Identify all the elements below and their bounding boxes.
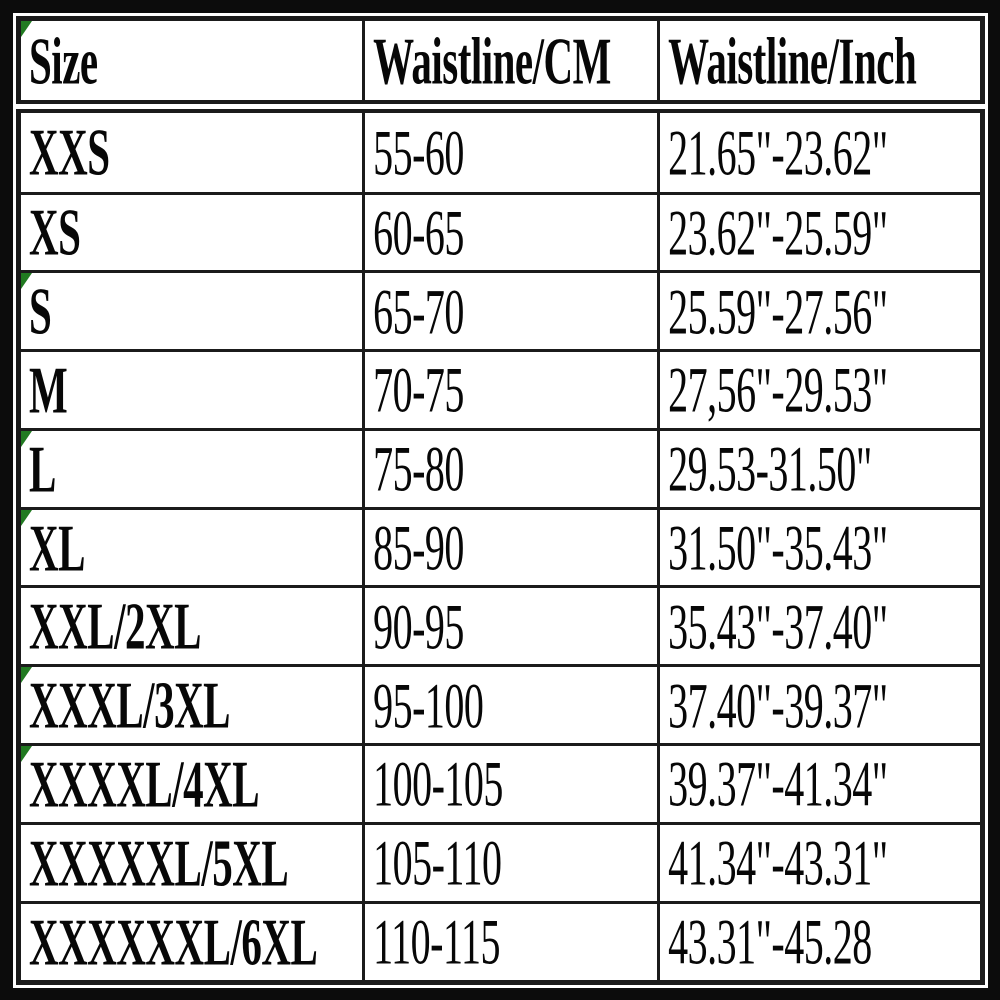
inch-cell-text: 29.53-31.50" — [668, 432, 872, 506]
inch-cell-text: 41.34"-43.31" — [668, 826, 888, 900]
inch-cell-text: 35.43"-37.40" — [668, 589, 888, 663]
cm-cell: 85-90 — [362, 506, 661, 589]
size-cell: S — [16, 270, 366, 353]
inch-cell: 23.62"-25.59" — [657, 191, 984, 274]
size-cell-text: XL — [29, 510, 85, 585]
header-waistline-inch: Waistline/Inch — [657, 17, 984, 113]
inch-cell: 37.40"-39.37" — [657, 664, 984, 746]
cell-error-flag-icon — [21, 668, 32, 684]
cm-cell: 105-110 — [362, 821, 661, 904]
cm-cell: 75-80 — [362, 427, 661, 510]
table-row: XL 85-90 31.50"-35.43" — [16, 506, 984, 589]
cm-cell: 70-75 — [362, 349, 661, 431]
inch-cell: 27,56"-29.53" — [657, 349, 984, 431]
size-cell-text: XS — [29, 195, 81, 270]
inch-cell-text: 39.37"-41.34" — [668, 747, 888, 821]
size-chart-table: Size Waistline/CM Waistline/Inch XXS 55-6… — [16, 16, 985, 985]
inch-cell-text: 43.31"-45.28 — [668, 905, 872, 979]
cm-cell: 110-115 — [362, 900, 661, 985]
header-size-text: Size — [29, 23, 98, 98]
size-cell-text: XXXXL/4XL — [29, 746, 260, 822]
cm-cell-text: 75-80 — [373, 432, 464, 506]
cell-error-flag-icon — [21, 747, 32, 762]
inch-cell: 39.37"-41.34" — [657, 742, 984, 825]
cm-cell: 60-65 — [362, 191, 661, 274]
cell-error-flag-icon — [21, 21, 32, 37]
table-body: XXS 55-60 21.65"-23.62" XS 60-65 23.62"-25.59… — [16, 105, 984, 985]
table-row: XXS 55-60 21.65"-23.62" — [16, 105, 984, 195]
size-cell-text: XXL/2XL — [29, 589, 201, 664]
size-cell-text: M — [29, 352, 68, 428]
size-cell-text: XXS — [29, 114, 110, 190]
header-row: Size Waistline/CM Waistline/Inch — [16, 17, 984, 113]
cm-cell: 100-105 — [362, 742, 661, 825]
inch-cell-text: 31.50"-35.43" — [668, 511, 888, 584]
inch-cell: 43.31"-45.28 — [657, 900, 984, 985]
cm-cell: 55-60 — [362, 105, 661, 195]
inch-cell-text: 21.65"-23.62" — [668, 115, 888, 189]
size-cell: L — [16, 427, 366, 510]
inch-cell: 29.53-31.50" — [657, 427, 984, 510]
inch-cell-text: 37.40"-39.37" — [668, 668, 888, 742]
inch-cell: 35.43"-37.40" — [657, 585, 984, 668]
table-row: XS 60-65 23.62"-25.59" — [16, 191, 984, 274]
cm-cell-text: 85-90 — [373, 511, 464, 584]
cm-cell-text: 110-115 — [373, 905, 500, 979]
cm-cell: 90-95 — [362, 585, 661, 668]
size-cell-text: XXXXXXL/6XL — [29, 904, 318, 980]
inch-cell-text: 25.59"-27.56" — [668, 274, 888, 348]
size-cell: XL — [16, 506, 366, 589]
table-row: XXXXXXL/6XL 110-115 43.31"-45.28 — [16, 900, 984, 985]
size-cell: XXXXXL/5XL — [16, 821, 366, 904]
header-waistline-inch-text: Waistline/Inch — [668, 23, 917, 98]
table-row: S 65-70 25.59"-27.56" — [16, 270, 984, 353]
size-cell: XXXL/3XL — [16, 664, 366, 746]
size-cell: XXS — [16, 105, 366, 195]
table-row: L 75-80 29.53-31.50" — [16, 427, 984, 510]
table-row: XXL/2XL 90-95 35.43"-37.40" — [16, 585, 984, 668]
size-chart-sheet: Size Waistline/CM Waistline/Inch XXS 55-6… — [13, 13, 988, 988]
cell-error-flag-icon — [21, 432, 32, 447]
cm-cell: 65-70 — [362, 270, 661, 353]
size-cell: XXXXXXL/6XL — [16, 900, 366, 985]
table-row: XXXXL/4XL 100-105 39.37"-41.34" — [16, 742, 984, 825]
header-size: Size — [16, 17, 366, 113]
cm-cell-text: 60-65 — [373, 195, 464, 269]
inch-cell: 25.59"-27.56" — [657, 270, 984, 353]
size-cell: XXL/2XL — [16, 585, 366, 668]
size-cell-text: L — [29, 431, 56, 507]
inch-cell-text: 27,56"-29.53" — [668, 353, 888, 427]
cm-cell-text: 70-75 — [373, 353, 464, 427]
cell-error-flag-icon — [21, 511, 32, 526]
size-cell: M — [16, 349, 366, 431]
inch-cell: 21.65"-23.62" — [657, 105, 984, 195]
size-cell: XS — [16, 191, 366, 274]
cm-cell-text: 55-60 — [373, 115, 464, 189]
header-waistline-cm: Waistline/CM — [362, 17, 661, 113]
table-row: XXXXXL/5XL 105-110 41.34"-43.31" — [16, 821, 984, 904]
size-cell-text: XXXXXL/5XL — [29, 825, 289, 900]
inch-cell: 31.50"-35.43" — [657, 506, 984, 589]
inch-cell-text: 23.62"-25.59" — [668, 195, 888, 269]
cm-cell-text: 105-110 — [373, 826, 502, 900]
header-waistline-cm-text: Waistline/CM — [373, 23, 611, 98]
table-row: M 70-75 27,56"-29.53" — [16, 349, 984, 431]
cm-cell-text: 90-95 — [373, 589, 464, 663]
size-cell: XXXXL/4XL — [16, 742, 366, 825]
cm-cell-text: 65-70 — [373, 274, 464, 348]
cell-error-flag-icon — [21, 274, 32, 290]
cm-cell: 95-100 — [362, 664, 661, 746]
size-cell-text: S — [29, 273, 52, 349]
cm-cell-text: 100-105 — [373, 747, 503, 821]
inch-cell: 41.34"-43.31" — [657, 821, 984, 904]
table-row: XXXL/3XL 95-100 37.40"-39.37" — [16, 664, 984, 746]
size-cell-text: XXXL/3XL — [29, 667, 231, 743]
cm-cell-text: 95-100 — [373, 668, 484, 742]
